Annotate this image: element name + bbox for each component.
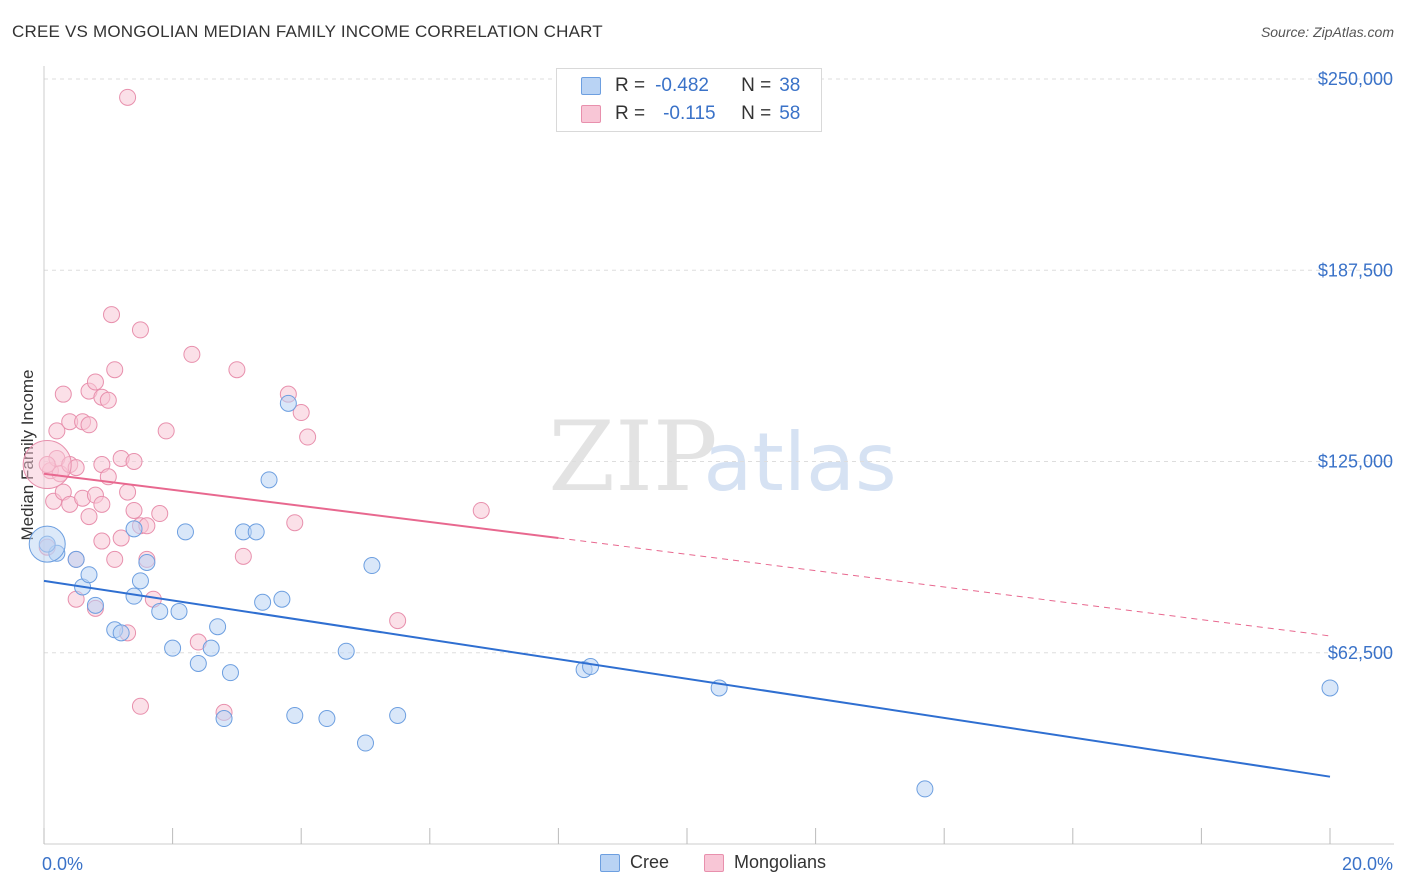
legend-row-cree: R = -0.482 N = 38	[557, 72, 800, 100]
mongolians-point	[389, 612, 407, 630]
mongolians-point	[234, 547, 252, 565]
r-value: -0.115	[663, 103, 716, 124]
cree-point	[1321, 679, 1339, 697]
cree-point	[279, 394, 297, 412]
cree-point	[254, 593, 272, 611]
cree-point	[138, 553, 156, 571]
y-tick-label: $187,500	[1318, 260, 1393, 280]
cree-point	[247, 523, 265, 541]
r-label: R =	[615, 75, 646, 96]
cree-point	[916, 780, 934, 798]
mongolians-point	[472, 501, 490, 519]
mongolians-cluster-point	[22, 440, 72, 490]
n-label: N =	[741, 75, 772, 96]
mongolians-point	[131, 321, 149, 339]
bottom-legend-mongolians: Mongolians	[704, 852, 826, 873]
cree-point	[357, 734, 374, 752]
cree-cluster-point	[28, 525, 66, 563]
cree-point	[86, 596, 104, 614]
watermark-atlas: atlas	[703, 416, 896, 509]
cree-point	[125, 520, 143, 538]
n-value: 38	[779, 75, 801, 96]
mongolians-point	[292, 404, 310, 422]
source-label: Source: ZipAtlas.com	[1260, 24, 1394, 40]
cree-point	[112, 624, 130, 642]
mongolians-point	[54, 385, 72, 403]
mongolians-point	[112, 529, 130, 547]
watermark-zip: ZIP	[548, 401, 717, 513]
mongolians-point	[286, 514, 304, 532]
cree-point	[273, 590, 291, 608]
cree-swatch	[600, 853, 620, 872]
mongolians-point	[183, 345, 201, 363]
y-tick-label: $250,000	[1318, 69, 1393, 89]
mongolians-point	[103, 306, 121, 324]
mongolians-point	[99, 391, 117, 409]
mongolians-point	[86, 373, 104, 391]
y-tick-label: $62,500	[1328, 643, 1393, 663]
correlation-legend: R = -0.482 N = 38 R = -0.115 N = 58	[556, 68, 822, 132]
mongolians-point	[151, 505, 169, 523]
cree-swatch	[581, 77, 601, 95]
mongolians-swatch	[704, 853, 724, 872]
mongolians-point	[157, 422, 175, 440]
cree-point	[67, 550, 85, 568]
cree-point	[189, 654, 207, 672]
mongolians-point	[48, 422, 66, 440]
mongolians-trend-line	[43, 472, 559, 539]
cree-point	[176, 523, 194, 541]
mongolians-swatch	[581, 105, 601, 123]
mongolians-point	[125, 501, 143, 519]
cree-point	[80, 566, 98, 584]
chart-title: CREE VS MONGOLIAN MEDIAN FAMILY INCOME C…	[12, 22, 603, 41]
bottom-legend-cree: Cree	[600, 852, 669, 873]
r-label: R =	[615, 103, 646, 124]
cree-point	[209, 618, 227, 636]
n-value: 58	[779, 103, 801, 124]
cree-point	[286, 706, 304, 724]
mongolians-legend-label: Mongolians	[734, 852, 827, 872]
mongolians-trend-line-extension	[558, 537, 1331, 637]
mongolians-point	[93, 495, 111, 513]
cree-point	[202, 639, 220, 657]
mongolians-point	[119, 88, 137, 106]
cree-point	[215, 710, 233, 728]
mongolians-point	[106, 361, 124, 379]
cree-point	[363, 557, 381, 575]
legend-row-mongolians: R = -0.115 N = 58	[557, 100, 800, 128]
cree-point	[164, 639, 182, 657]
mongolians-point	[80, 416, 98, 434]
cree-point	[221, 664, 239, 682]
r-value: -0.482	[655, 75, 709, 96]
mongolians-point	[228, 361, 246, 379]
mongolians-point	[106, 550, 124, 568]
cree-trend-line	[43, 579, 1331, 778]
x-tick-label: 20.0%	[1342, 854, 1393, 874]
cree-point	[389, 706, 407, 724]
mongolians-point	[93, 532, 111, 550]
cree-point	[170, 602, 188, 620]
y-tick-label: $125,000	[1318, 452, 1393, 472]
cree-point	[131, 572, 149, 590]
cree-legend-label: Cree	[630, 852, 670, 872]
n-label: N =	[741, 103, 772, 124]
cree-point	[337, 642, 355, 660]
mongolians-point	[119, 483, 137, 501]
cree-point	[582, 658, 600, 676]
cree-point	[318, 710, 336, 728]
cree-point	[151, 602, 169, 620]
mongolians-point	[299, 428, 317, 446]
mongolians-point	[125, 453, 143, 470]
mongolians-point	[131, 697, 149, 715]
mongolians-point	[80, 508, 98, 526]
cree-point	[260, 471, 278, 489]
x-tick-label: 0.0%	[42, 854, 83, 874]
